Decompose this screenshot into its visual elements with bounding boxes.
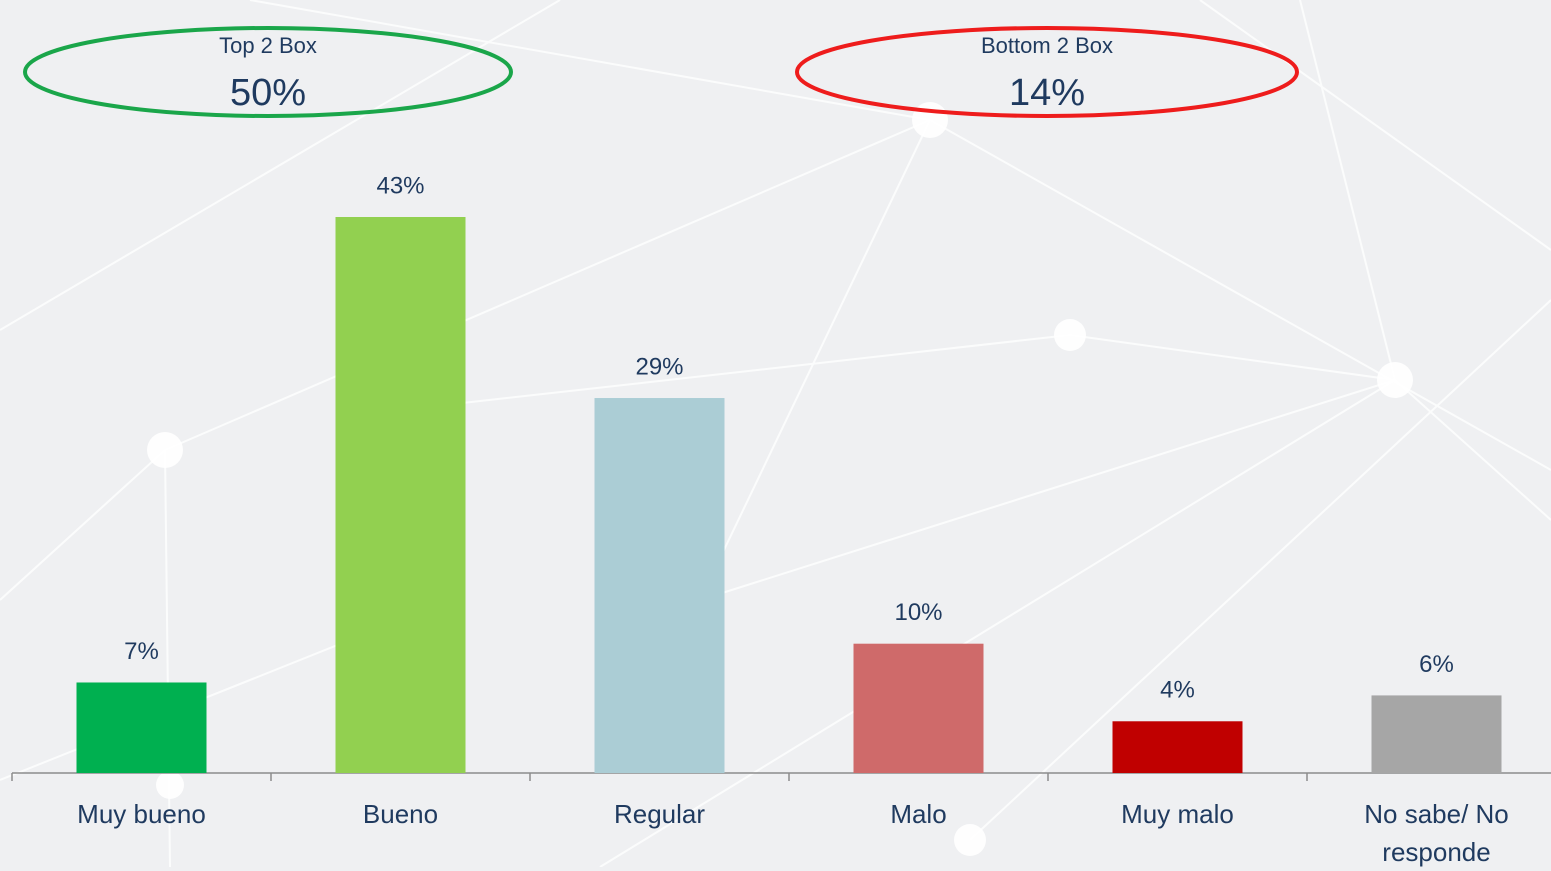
bar: [853, 643, 984, 773]
value-label: 29%: [635, 353, 683, 380]
bar: [76, 682, 207, 773]
bar: [335, 217, 466, 773]
x-tick-label: Regular: [613, 799, 706, 829]
annotation-value: 50%: [230, 72, 306, 114]
bar: [1371, 695, 1502, 773]
annotation-label: Bottom 2 Box: [981, 33, 1113, 58]
x-tick-label: Bueno: [362, 799, 439, 829]
background-nodes: [147, 102, 1413, 856]
x-tick-label: Muy malo: [1121, 799, 1234, 829]
annotation-label: Top 2 Box: [219, 33, 317, 58]
x-tick-label: Malo: [890, 799, 947, 829]
value-label: 6%: [1419, 651, 1454, 678]
value-label: 7%: [124, 638, 159, 665]
value-label: 10%: [894, 599, 942, 626]
value-label: 4%: [1160, 677, 1195, 704]
annotation-value: 14%: [1009, 72, 1085, 114]
x-tick-label: Muy bueno: [77, 799, 206, 829]
bar: [594, 398, 725, 773]
x-tick-label: No sabe/ No responde: [1364, 799, 1509, 867]
value-label: 43%: [376, 172, 424, 199]
annotation-ellipse: [795, 26, 1299, 118]
bar: [1112, 721, 1243, 773]
annotation-ellipse: [23, 26, 513, 118]
